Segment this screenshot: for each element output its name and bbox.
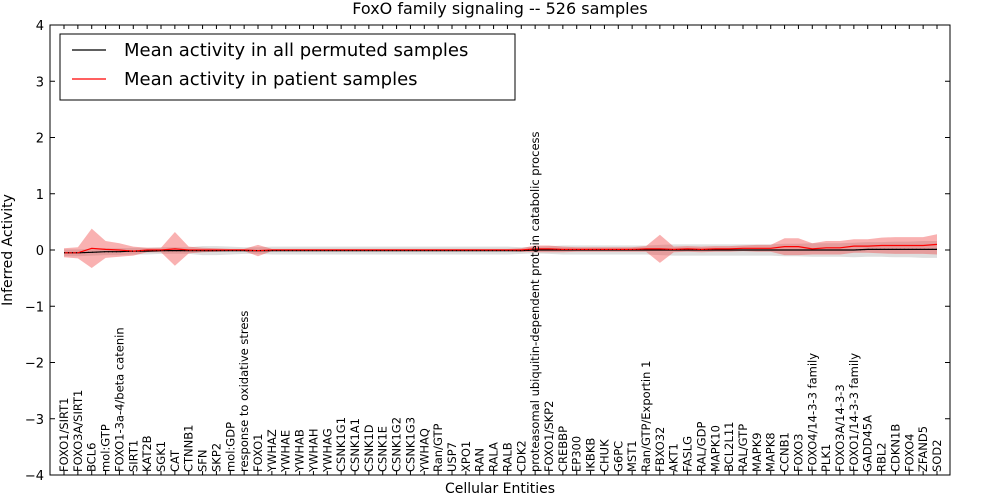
category-label: CSNK1A1 — [348, 418, 362, 472]
y-tick-label: −4 — [25, 469, 44, 484]
legend-box — [59, 33, 516, 101]
category-label: CHUK — [597, 439, 611, 472]
category-label: SIRT1 — [126, 440, 140, 472]
category-label: CSNK1E — [376, 426, 390, 472]
category-label: RAL/GDP — [694, 422, 708, 472]
y-axis-ticks: −4 −3 −2 −1 0 1 2 3 4 — [25, 19, 950, 484]
category-label: MAPK8 — [764, 432, 778, 472]
category-label: RAN — [473, 448, 487, 472]
category-label: FOXO3A/14-3-3 — [833, 384, 847, 472]
category-label: FOXO4 — [902, 434, 916, 472]
category-label: FBXO32 — [653, 427, 667, 472]
y-tick-label: 3 — [36, 75, 44, 90]
category-label: CDK2 — [514, 440, 528, 472]
category-label: Ran/GTP/Exportin 1 — [639, 361, 653, 472]
category-label: SFN — [196, 449, 210, 472]
y-axis-label: Inferred Activity — [0, 194, 16, 306]
category-label: RALA — [487, 442, 501, 472]
category-label: FOXO1/14-3-3 family — [847, 353, 861, 472]
category-label: response to oxidative stress — [237, 311, 251, 472]
category-label: mol:GDP — [223, 422, 237, 472]
y-tick-label: −3 — [25, 413, 44, 428]
category-label: FOXO3A/SIRT1 — [71, 390, 85, 472]
series-lines — [64, 243, 938, 254]
y-tick-label: −2 — [25, 357, 44, 372]
y-tick-label: −1 — [25, 300, 44, 315]
category-label: MAPK10 — [708, 425, 722, 472]
category-label: SOD2 — [930, 439, 944, 472]
category-label: RBL2 — [875, 442, 889, 472]
category-label: IKBKB — [584, 438, 598, 472]
category-label: YWHAQ — [417, 428, 431, 473]
category-label: ZFAND5 — [916, 426, 930, 472]
category-label: FOXO1 — [251, 434, 265, 472]
category-label: FASLG — [681, 436, 695, 472]
category-label: G6PC — [611, 441, 625, 472]
category-label: CSNK1G1 — [334, 417, 348, 472]
category-label: BCL6 — [85, 443, 99, 472]
category-label: CDKN1B — [888, 424, 902, 472]
category-label: CREBBP — [556, 426, 570, 472]
patient-mean-line — [64, 243, 938, 254]
category-label: SGK1 — [154, 441, 168, 472]
category-label: CSNK1D — [362, 424, 376, 472]
category-label: KAT2B — [140, 435, 154, 472]
category-label: YWHAH — [306, 428, 320, 473]
category-label: GADD45A — [861, 415, 875, 472]
category-label: CSNK1G3 — [403, 417, 417, 472]
category-label: proteasomal ubiquitin-dependent protein … — [528, 131, 542, 472]
category-label: SKP2 — [209, 443, 223, 472]
category-label: Ran/GTP — [431, 424, 445, 472]
x-axis-label: Cellular Entities — [445, 481, 555, 497]
category-label: YWHAE — [279, 430, 293, 473]
y-tick-label: 0 — [36, 244, 44, 259]
category-label: FOXO1-3a-4/beta catenin — [112, 327, 126, 472]
category-label: FOXO3 — [791, 434, 805, 472]
category-label: mol:GTP — [99, 424, 113, 472]
category-label: MAPK9 — [750, 432, 764, 472]
x-axis-ticks: FOXO1/SIRT1 FOXO3A/SIRT1 BCL6 mol:GTP FOXO1-… — [57, 25, 944, 475]
legend: Mean activity in all permuted samples Me… — [59, 33, 516, 101]
category-label: CCNB1 — [778, 432, 792, 472]
category-label: USP7 — [445, 442, 459, 472]
category-label: FOXO1/SIRT1 — [57, 397, 71, 472]
category-label: BCL2L11 — [722, 422, 736, 472]
chart-title: FoxO family signaling -- 526 samples — [352, 0, 647, 18]
permuted-mean-dotted — [64, 248, 937, 254]
legend-label-patient: Mean activity in patient samples — [124, 69, 418, 90]
category-label: CSNK1G2 — [390, 417, 404, 472]
category-label: AKT1 — [667, 443, 681, 472]
y-tick-label: 1 — [36, 188, 44, 203]
y-tick-label: 2 — [36, 132, 44, 147]
category-label: XPO1 — [459, 441, 473, 472]
category-label: RAL/GTP — [736, 424, 750, 472]
category-label: PLK1 — [819, 444, 833, 472]
category-label: CAT — [168, 449, 182, 472]
category-label: EP300 — [570, 436, 584, 472]
y-tick-label: 4 — [36, 19, 44, 34]
category-label: YWHAZ — [265, 429, 279, 473]
legend-label-permuted: Mean activity in all permuted samples — [124, 40, 468, 61]
category-label: CTNNB1 — [182, 425, 196, 472]
category-label: FOXO4/14-3-3 family — [805, 353, 819, 472]
category-label: FOXO1/SKP2 — [542, 401, 556, 472]
category-label: YWHAB — [293, 429, 307, 473]
category-label: YWHAG — [320, 428, 334, 473]
plot-frame — [49, 24, 951, 476]
category-label: MST1 — [625, 440, 639, 472]
category-label: RALB — [500, 442, 514, 472]
